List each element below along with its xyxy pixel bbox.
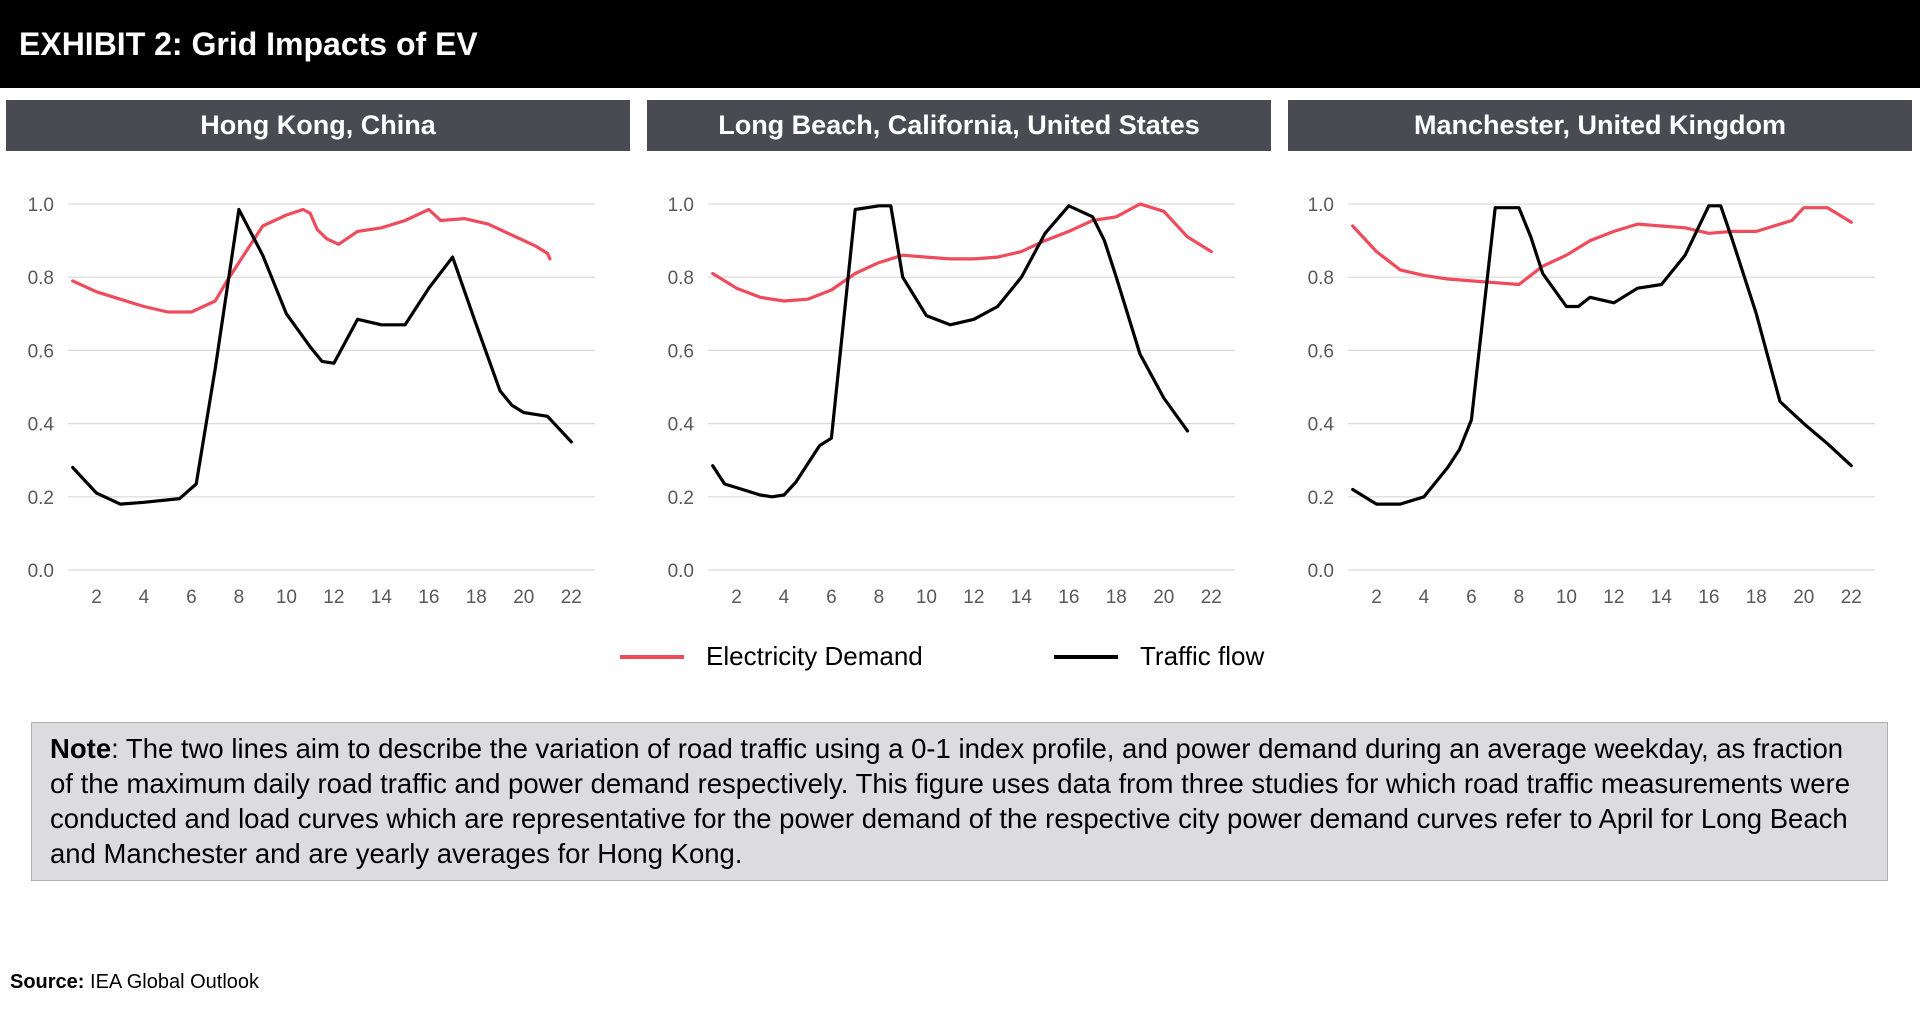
x-tick-label: 22 xyxy=(1841,587,1862,608)
legend-label-electricity-demand: Electricity Demand xyxy=(706,641,923,671)
x-tick-label: 2 xyxy=(731,587,742,608)
x-tick-label: 4 xyxy=(779,587,790,608)
panel-header-manchester: Manchester, United Kingdom xyxy=(1288,100,1912,151)
y-tick-label: 0.6 xyxy=(28,341,54,362)
y-tick-label: 1.0 xyxy=(1308,195,1334,216)
y-tick-label: 0.2 xyxy=(28,488,54,509)
x-tick-label: 16 xyxy=(1698,587,1719,608)
x-tick-label: 8 xyxy=(234,587,245,608)
y-tick-label: 0.2 xyxy=(668,488,694,509)
panel-header-long-beach: Long Beach, California, United States xyxy=(647,100,1271,151)
y-tick-label: 0.0 xyxy=(668,561,694,582)
x-tick-label: 16 xyxy=(1058,587,1079,608)
y-tick-label: 0.8 xyxy=(668,268,694,289)
x-tick-label: 22 xyxy=(1201,587,1222,608)
y-tick-label: 0.4 xyxy=(668,415,695,436)
exhibit-title: EXHIBIT 2: Grid Impacts of EV xyxy=(19,26,478,62)
x-tick-label: 22 xyxy=(561,587,582,608)
y-tick-label: 0.4 xyxy=(28,415,55,436)
x-tick-label: 4 xyxy=(1419,587,1430,608)
series-line-electricity-demand-long-beach xyxy=(711,202,1213,303)
x-tick-label: 20 xyxy=(1153,587,1174,608)
x-tick-label: 18 xyxy=(466,587,487,608)
legend-swatch-electricity-demand xyxy=(620,654,684,659)
y-tick-label: 1.0 xyxy=(28,195,54,216)
x-tick-label: 14 xyxy=(1651,587,1673,608)
source-label: Source: xyxy=(10,971,85,993)
x-tick-label: 16 xyxy=(418,587,439,608)
y-tick-label: 0.4 xyxy=(1308,415,1335,436)
x-tick-label: 8 xyxy=(874,587,885,608)
y-tick-label: 0.6 xyxy=(1308,341,1334,362)
x-tick-label: 10 xyxy=(916,587,937,608)
note-label: Note xyxy=(50,733,112,764)
panel-header-hong-kong: Hong Kong, China xyxy=(6,100,630,151)
series-line-electricity-demand-manchester xyxy=(1351,206,1853,287)
x-tick-label: 18 xyxy=(1106,587,1127,608)
legend-item-traffic-flow: Traffic flow xyxy=(1054,641,1264,672)
x-tick-label: 8 xyxy=(1514,587,1525,608)
note-text: : The two lines aim to describe the vari… xyxy=(50,733,1851,869)
chart-manchester: 0.0 0.2 0.4 0.6 0.8 1.0 2 4 6 8 10 12 14 16 18 20 22 xyxy=(1308,195,1875,608)
x-tick-label: 18 xyxy=(1746,587,1767,608)
legend-swatch-traffic-flow xyxy=(1054,654,1118,659)
x-tick-label: 6 xyxy=(186,587,197,608)
source-line: Source: IEA Global Outlook xyxy=(10,971,259,994)
x-tick-label: 14 xyxy=(371,587,393,608)
y-tick-label: 0.8 xyxy=(28,268,54,289)
x-tick-label: 10 xyxy=(276,587,297,608)
x-tick-label: 12 xyxy=(323,587,344,608)
x-tick-label: 2 xyxy=(1371,587,1382,608)
x-tick-label: 20 xyxy=(513,587,534,608)
x-tick-label: 6 xyxy=(1466,587,1477,608)
y-tick-label: 0.2 xyxy=(1308,488,1334,509)
series-line-traffic-flow-long-beach xyxy=(711,204,1190,499)
y-tick-label: 0.8 xyxy=(1308,268,1334,289)
y-tick-label: 0.0 xyxy=(28,561,54,582)
chart-legend: Electricity Demand Traffic flow xyxy=(0,641,1920,681)
series-line-electricity-demand-hong-kong xyxy=(71,207,552,314)
y-tick-label: 0.0 xyxy=(1308,561,1334,582)
source-text: IEA Global Outlook xyxy=(84,971,260,993)
x-tick-label: 14 xyxy=(1011,587,1033,608)
exhibit-header: EXHIBIT 2: Grid Impacts of EV xyxy=(0,0,1920,88)
y-tick-label: 0.6 xyxy=(668,341,694,362)
y-tick-label: 1.0 xyxy=(668,195,694,216)
x-tick-label: 6 xyxy=(826,587,837,608)
chart-long-beach: 0.0 0.2 0.4 0.6 0.8 1.0 2 4 6 8 10 12 14 16 18 20 22 xyxy=(668,195,1235,608)
x-tick-label: 10 xyxy=(1556,587,1577,608)
x-tick-label: 12 xyxy=(1603,587,1624,608)
series-line-traffic-flow-manchester xyxy=(1351,204,1853,506)
x-tick-label: 20 xyxy=(1793,587,1814,608)
x-tick-label: 4 xyxy=(139,587,150,608)
note-box: Note: The two lines aim to describe the … xyxy=(31,722,1888,881)
x-tick-label: 12 xyxy=(963,587,984,608)
x-tick-label: 2 xyxy=(91,587,102,608)
series-line-traffic-flow-hong-kong xyxy=(71,207,573,506)
legend-label-traffic-flow: Traffic flow xyxy=(1140,641,1265,671)
chart-hong-kong: 0.0 0.2 0.4 0.6 0.8 1.0 2 4 6 8 10 12 14 16 18 20 22 xyxy=(28,195,595,608)
legend-item-electricity-demand: Electricity Demand xyxy=(620,641,923,672)
